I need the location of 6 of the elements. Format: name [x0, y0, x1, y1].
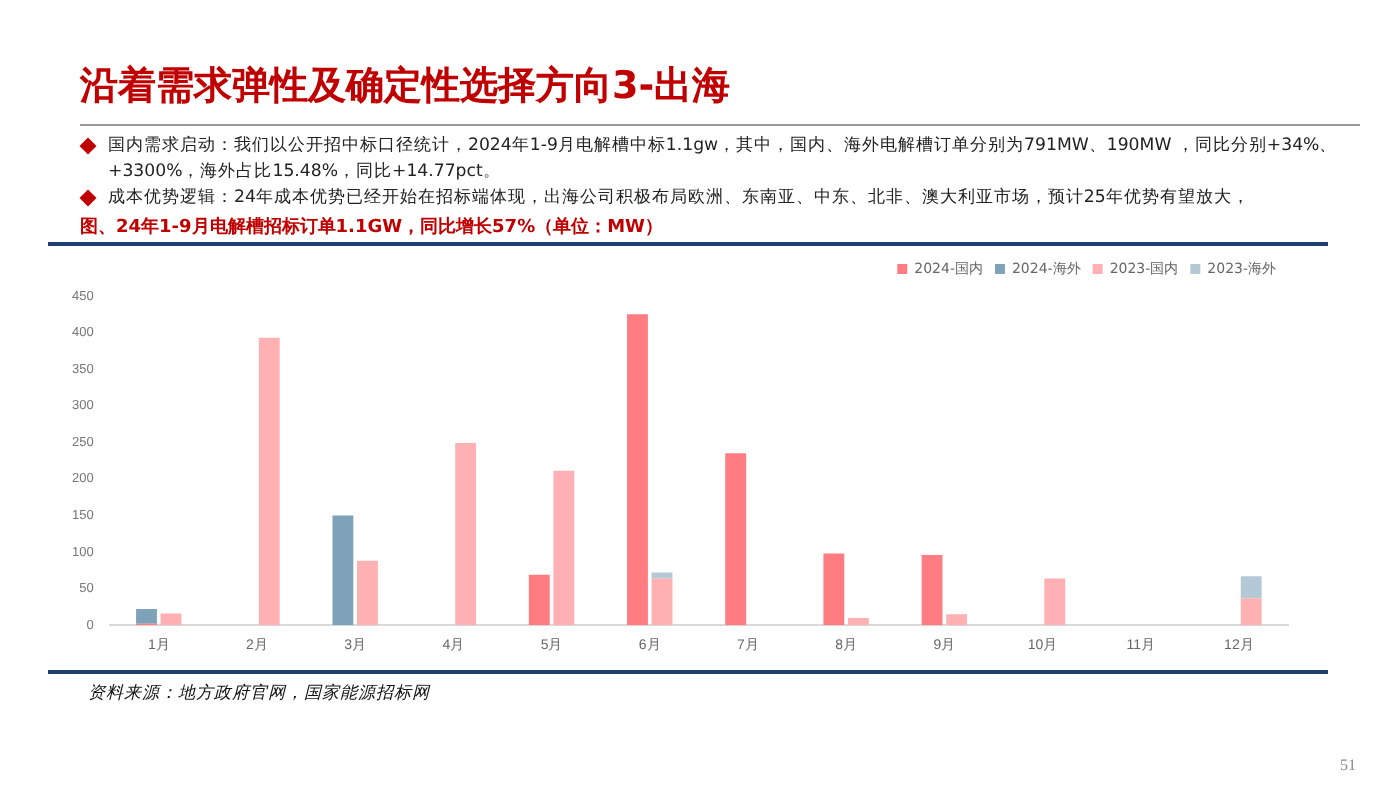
chart-title: 沿着需求弹性及确定性选择方向3-出海	[80, 62, 731, 112]
text: 国内需求启动：我们以公开招中标口径统计，2024年1-9月电解槽中标1.1gw，其中，国内、海外电解槽订单分别为791MW、190MW ，同比分别+34%、+3300%，海外占比15.48%，同比+14.77pct。	[80, 134, 1356, 186]
text: 资料来源：地方政府官网，国家能源招标网	[88, 682, 430, 706]
text: 成本优势逻辑：24年成本优势已经开始在招标端体现，出海公司积极布局欧洲、东南亚、中东、北非、澳大利亚市场，预计25年优势有望放大，	[80, 186, 1356, 212]
chart-subtitle: 图、24年1-9月电解槽招标订单1.1GW，同比增长57%（单位：MW）	[80, 214, 663, 240]
text: 51	[1340, 756, 1356, 774]
